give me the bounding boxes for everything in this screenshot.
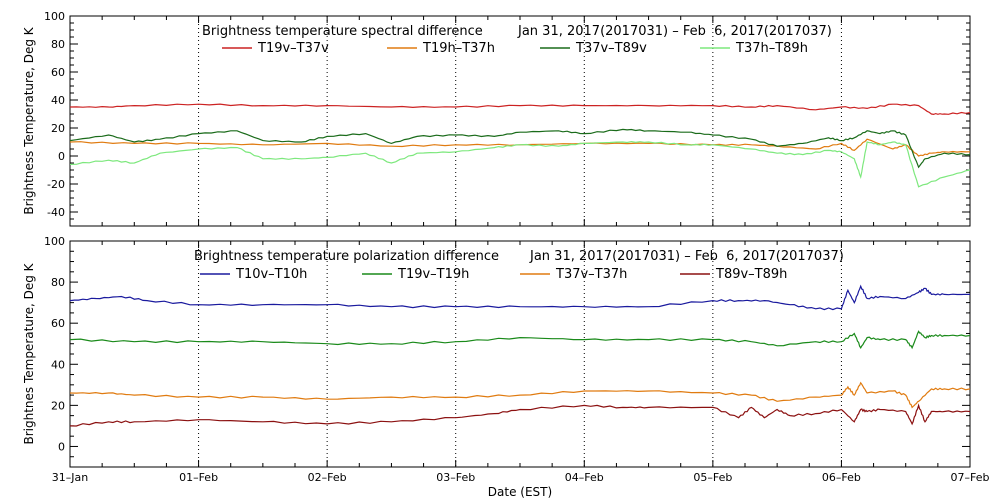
y-tick-label: 20 xyxy=(51,122,65,135)
x-tick-label: 02–Feb xyxy=(308,471,347,484)
series-line xyxy=(69,381,971,409)
series-line xyxy=(69,128,971,169)
y-tick-label: 0 xyxy=(58,440,65,453)
legend-entry: T37v–T37h xyxy=(555,267,627,282)
legend-entry: T19v–T19h xyxy=(397,267,469,282)
y-tick-label: 80 xyxy=(51,38,65,51)
chart-period: Jan 31, 2017(2017031) – Feb 6, 2017(2017… xyxy=(517,24,832,39)
legend-entry: T37h–T89h xyxy=(735,41,808,56)
legend-entry: T19h–T37h xyxy=(422,41,495,56)
x-tick-label: 31–Jan xyxy=(52,471,88,484)
x-tick-label: 04–Feb xyxy=(565,471,604,484)
x-tick-label: 03–Feb xyxy=(436,471,475,484)
y-tick-label: -40 xyxy=(47,206,65,219)
series-line xyxy=(69,284,971,311)
y-tick-label: -20 xyxy=(47,178,65,191)
y-tick-label: 100 xyxy=(44,235,65,248)
series-line xyxy=(69,140,971,188)
y-axis-label: Brightnes Temperature, Deg K xyxy=(22,262,36,444)
spectral-difference-panel: -40 -20 0 20 40 60 80 100 Brightness Temperature… xyxy=(22,10,971,227)
x-tick-label: 05–Feb xyxy=(693,471,732,484)
y-tick-label: 60 xyxy=(51,66,65,79)
x-tick-label: 06–Feb xyxy=(822,471,861,484)
y-tick-label: 20 xyxy=(51,399,65,412)
x-axis-label: Date (EST) xyxy=(488,485,552,499)
series-line xyxy=(69,330,971,350)
series-line xyxy=(69,138,971,157)
chart-period: Jan 31, 2017(2017031) – Feb 6, 2017(2017… xyxy=(529,249,844,264)
series-line xyxy=(69,403,971,427)
y-tick-label: 0 xyxy=(58,150,65,163)
plot-frame xyxy=(69,15,971,227)
y-axis-label: Brightness Temperature, Deg K xyxy=(22,26,36,214)
y-tick-label: 60 xyxy=(51,317,65,330)
series-line xyxy=(69,103,971,116)
x-tick-label: 01–Feb xyxy=(179,471,218,484)
polarization-difference-panel: 0 20 40 60 80 100 31–Jan 01–Feb 02–Feb 03–Feb 04–F… xyxy=(22,235,989,484)
legend-entry: T19v–T37v xyxy=(257,41,329,56)
plot-frame xyxy=(69,240,971,468)
legend-entry: T10v–T10h xyxy=(235,267,307,282)
chart-title: Brightness temperature spectral differen… xyxy=(202,24,483,39)
y-tick-label: 40 xyxy=(51,94,65,107)
y-tick-label: 100 xyxy=(44,10,65,23)
y-tick-label: 40 xyxy=(51,358,65,371)
chart-title: Brightness temperature polarization diff… xyxy=(194,249,499,264)
x-tick-label: 07–Feb xyxy=(951,471,990,484)
legend-entry: T37v–T89v xyxy=(575,41,647,56)
y-tick-label: 80 xyxy=(51,276,65,289)
legend-entry: T89v–T89h xyxy=(715,267,787,282)
